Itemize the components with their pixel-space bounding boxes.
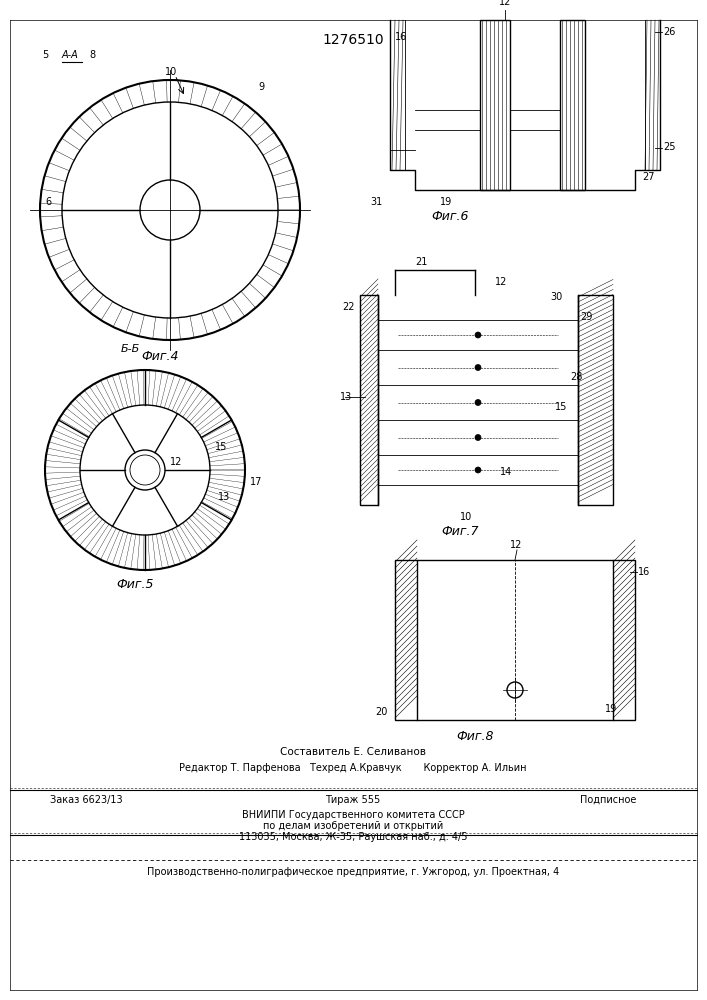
Text: по делам изобретений и открытий: по делам изобретений и открытий (263, 821, 443, 831)
Text: 31: 31 (370, 197, 382, 207)
Text: Фиг.5: Фиг.5 (116, 578, 153, 591)
Text: 17: 17 (250, 477, 262, 487)
Bar (560, 20, 585, 190)
Text: 14: 14 (500, 467, 513, 477)
Bar (578, 295, 613, 505)
Text: Редактор Т. Парфенова   Техред А.Кравчук       Корректор А. Ильин: Редактор Т. Парфенова Техред А.Кравчук К… (180, 763, 527, 773)
Text: 25: 25 (663, 142, 675, 152)
Text: 26: 26 (663, 27, 675, 37)
Text: 8: 8 (89, 50, 95, 60)
Text: 21: 21 (415, 257, 427, 267)
Text: 10: 10 (460, 512, 472, 522)
Circle shape (475, 434, 481, 440)
Text: 30: 30 (550, 292, 562, 302)
Text: 12: 12 (499, 0, 511, 7)
Text: 16: 16 (638, 567, 650, 577)
Circle shape (475, 399, 481, 406)
Text: 29: 29 (580, 312, 592, 322)
Text: Подписное: Подписное (580, 795, 636, 805)
Text: 16: 16 (395, 32, 407, 42)
Text: 10: 10 (165, 67, 177, 77)
Text: 12: 12 (170, 457, 182, 467)
Text: 28: 28 (570, 372, 583, 382)
Text: 22: 22 (342, 302, 354, 312)
Text: ВНИИПИ Государственного комитета СССР: ВНИИПИ Государственного комитета СССР (242, 810, 464, 820)
Bar (395, 560, 417, 720)
Text: 113035, Москва, Ж-35, Раушская наб., д. 4/5: 113035, Москва, Ж-35, Раушская наб., д. … (239, 832, 467, 842)
Text: 9: 9 (258, 82, 264, 92)
Text: 19: 19 (440, 197, 452, 207)
Circle shape (475, 332, 481, 338)
Bar (360, 295, 378, 505)
Text: 27: 27 (642, 172, 655, 182)
Text: Фиг.8: Фиг.8 (456, 730, 493, 743)
Text: Б-Б: Б-Б (120, 344, 139, 354)
Circle shape (475, 364, 481, 370)
Text: 12: 12 (510, 540, 522, 550)
Text: 6: 6 (45, 197, 51, 207)
Text: 5: 5 (42, 50, 48, 60)
Text: 15: 15 (555, 402, 568, 412)
Text: 19: 19 (605, 704, 617, 714)
Text: Фиг.6: Фиг.6 (431, 210, 469, 223)
Text: Заказ 6623/13: Заказ 6623/13 (50, 795, 122, 805)
Text: Составитель Е. Селиванов: Составитель Е. Селиванов (280, 747, 426, 757)
Text: Фиг.7: Фиг.7 (441, 525, 479, 538)
Text: Тираж 555: Тираж 555 (325, 795, 380, 805)
Text: Фиг.4: Фиг.4 (141, 350, 179, 363)
Bar (480, 20, 510, 190)
Text: 15: 15 (215, 442, 228, 452)
Text: 1276510: 1276510 (322, 33, 384, 47)
Text: 13: 13 (218, 492, 230, 502)
Text: 12: 12 (495, 277, 508, 287)
Circle shape (475, 467, 481, 473)
Text: А-А: А-А (62, 50, 78, 60)
Text: Производственно-полиграфическое предприятие, г. Ужгород, ул. Проектная, 4: Производственно-полиграфическое предприя… (147, 867, 559, 877)
Text: 13: 13 (340, 392, 352, 402)
Bar (613, 560, 635, 720)
Text: 20: 20 (375, 707, 387, 717)
